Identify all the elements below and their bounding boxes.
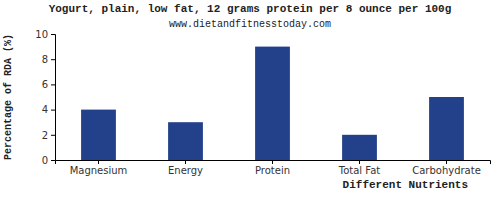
x-tick-label: Energy xyxy=(168,165,203,176)
x-tick-mark xyxy=(446,160,447,164)
y-tick-label: 8 xyxy=(42,54,48,65)
x-axis-line xyxy=(56,161,491,165)
title: Yogurt, plain, low fat, 12 grams protein… xyxy=(49,3,452,15)
x-tick-mark xyxy=(359,160,360,164)
x-axis: Magnesium Energy Protein Total Fat Carbohydr… xyxy=(56,160,491,176)
y-tick: 4 xyxy=(42,104,55,115)
chart: 0 2 4 6 8 10 Magnesium Energy Protein Total Fat Ca… xyxy=(0,0,500,200)
y-tick-mark xyxy=(51,59,55,60)
y-tick-mark xyxy=(51,160,55,161)
y-axis: 0 2 4 6 8 10 xyxy=(35,29,55,166)
x-tick-label: Magnesium xyxy=(70,165,128,176)
y-tick-label: 0 xyxy=(42,155,48,166)
x-tick-label: Total Fat xyxy=(338,165,380,176)
y-tick-label: 6 xyxy=(42,79,48,90)
y-tick: 8 xyxy=(42,54,55,65)
x-tick-label: Protein xyxy=(255,165,290,176)
bar xyxy=(255,47,290,160)
y-tick-label: 2 xyxy=(42,130,48,141)
bars xyxy=(81,47,464,160)
y-tick: 2 xyxy=(42,130,55,141)
x-tick: Carbohydrate xyxy=(412,160,481,176)
y-tick-label: 4 xyxy=(42,104,48,115)
y-tick: 10 xyxy=(35,29,55,40)
subtitle: www.dietandfitnesstoday.com xyxy=(169,19,331,30)
x-tick: Magnesium xyxy=(70,160,128,176)
x-tick-label: Carbohydrate xyxy=(412,165,481,176)
bar xyxy=(168,122,203,160)
x-axis-title: Different Nutrients xyxy=(343,179,468,191)
x-tick-mark xyxy=(185,160,186,164)
bar xyxy=(342,135,377,160)
y-tick-mark xyxy=(51,84,55,85)
y-tick-mark xyxy=(51,135,55,136)
x-tick: Energy xyxy=(168,160,203,176)
y-tick-label: 10 xyxy=(35,29,48,40)
y-tick: 0 xyxy=(42,155,55,166)
bar xyxy=(81,110,116,160)
bar xyxy=(429,97,464,160)
y-axis-line xyxy=(51,35,56,161)
x-tick: Protein xyxy=(255,160,290,176)
x-tick-mark xyxy=(272,160,273,164)
x-tick-mark xyxy=(98,160,99,164)
x-tick: Total Fat xyxy=(338,160,380,176)
y-tick: 6 xyxy=(42,79,55,90)
y-axis-title: Percentage of RDA (%) xyxy=(3,34,14,160)
y-tick-mark xyxy=(51,110,55,111)
y-tick-mark xyxy=(51,34,55,35)
